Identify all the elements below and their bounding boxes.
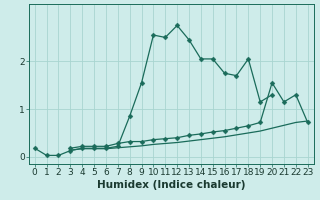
X-axis label: Humidex (Indice chaleur): Humidex (Indice chaleur) — [97, 180, 245, 190]
